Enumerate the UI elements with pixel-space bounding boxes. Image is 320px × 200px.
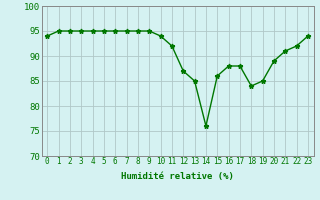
X-axis label: Humidité relative (%): Humidité relative (%) — [121, 172, 234, 181]
